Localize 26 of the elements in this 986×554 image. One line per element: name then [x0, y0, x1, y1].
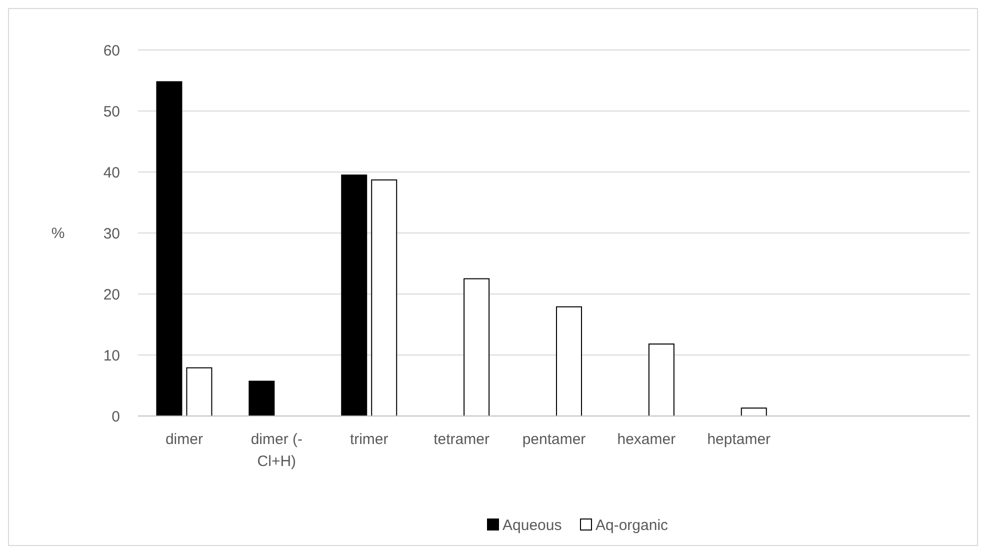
bar — [156, 81, 182, 416]
legend-label: Aq-organic — [596, 517, 669, 534]
y-tick-label: 20 — [103, 286, 120, 304]
x-tick-label: dimer — [165, 431, 203, 448]
bar — [556, 306, 582, 416]
legend-label: Aqueous — [502, 517, 562, 534]
y-tick-label: 50 — [103, 103, 120, 120]
y-tick-label: 0 — [112, 408, 120, 426]
x-tick-label: dimer (-Cl+H) — [250, 431, 303, 470]
y-axis-title: % — [51, 225, 65, 242]
y-tick-label: 60 — [103, 42, 120, 60]
bar — [248, 380, 275, 416]
bar — [740, 408, 767, 416]
x-tick-label: tetramer — [434, 431, 490, 448]
x-tick-label: hexamer — [617, 431, 676, 448]
x-tick-label: pentamer — [522, 431, 586, 448]
y-tick-label: 10 — [103, 347, 120, 364]
x-tick-label: heptamer — [707, 431, 771, 448]
bar — [186, 367, 212, 416]
bar — [341, 174, 368, 416]
y-tick-label: 40 — [103, 164, 120, 182]
x-tick-label: trimer — [350, 431, 388, 448]
bar — [371, 179, 398, 416]
bar — [648, 344, 674, 416]
y-tick-label: 30 — [103, 225, 120, 242]
bar — [464, 278, 490, 416]
